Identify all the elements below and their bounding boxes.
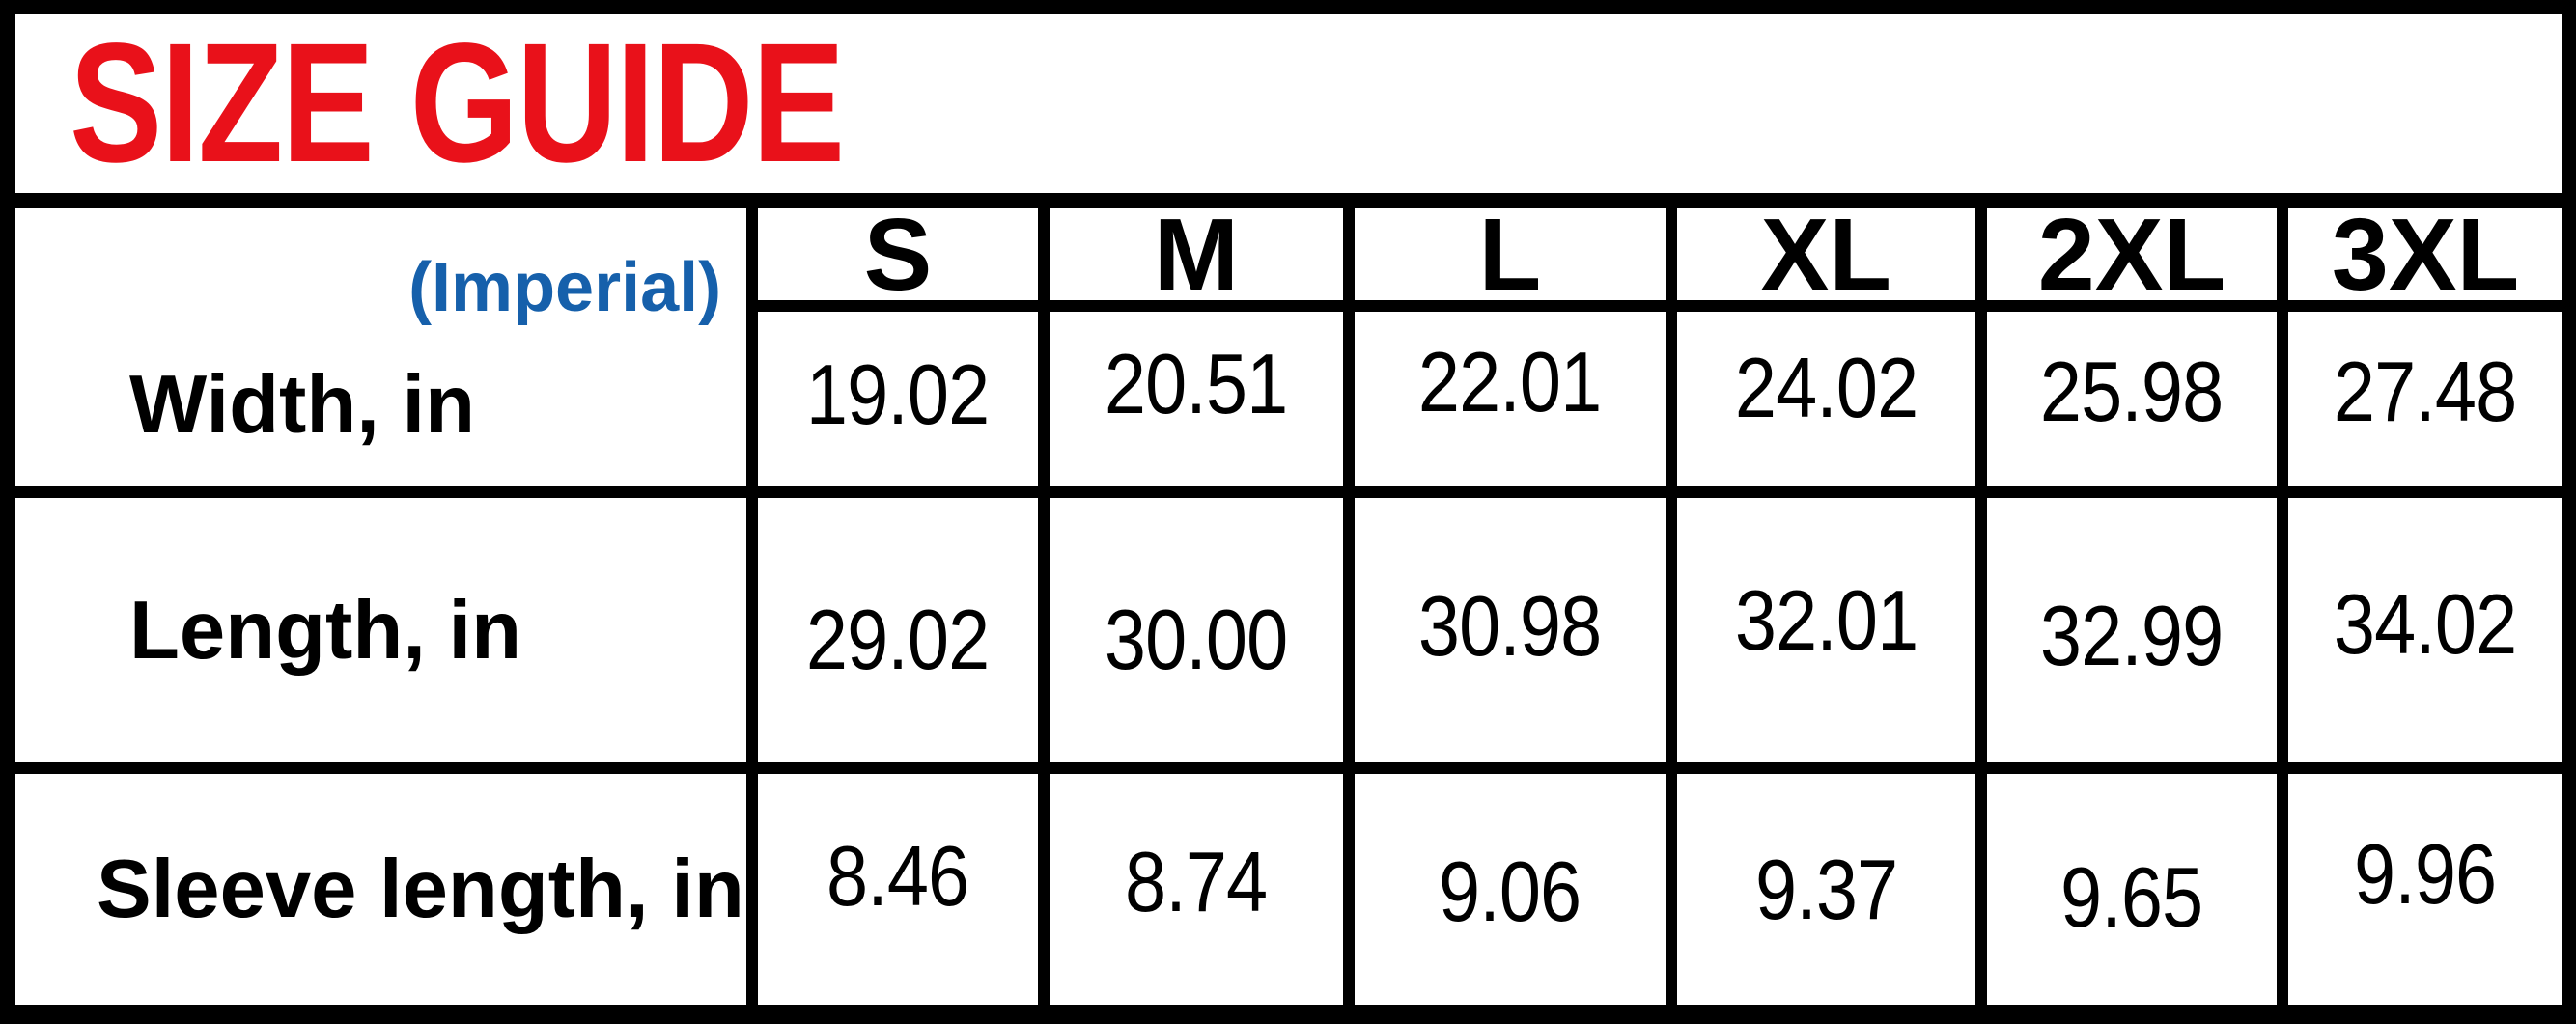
size-header-m: M	[1049, 208, 1344, 300]
width-value-l: 22.01	[1355, 312, 1666, 486]
label-column-header-cell: (Imperial) Width, in	[15, 208, 747, 486]
width-value-3xl: 27.48	[2288, 312, 2562, 486]
unit-label: (Imperial)	[408, 249, 722, 326]
length-value-2xl: 32.99	[1986, 498, 2278, 762]
length-value-m: 30.00	[1049, 498, 1344, 762]
length-value-s: 29.02	[758, 498, 1038, 762]
size-header-xl: XL	[1676, 208, 1975, 300]
length-value-3xl: 34.02	[2288, 498, 2562, 762]
sleeve-value-l: 9.06	[1355, 774, 1666, 1005]
sleeve-value-xl: 9.37	[1676, 774, 1975, 1005]
width-value-m: 20.51	[1049, 312, 1344, 486]
size-header-s: S	[758, 208, 1038, 300]
size-header-l: L	[1355, 208, 1666, 300]
row-label-length: Length, in	[15, 498, 747, 762]
title-banner: SIZE GUIDE	[15, 14, 2562, 193]
size-table: (Imperial) Width, in S M L XL 2XL 3XL 19…	[15, 208, 2562, 1005]
size-header-3xl: 3XL	[2288, 208, 2562, 300]
sleeve-value-3xl: 9.96	[2288, 774, 2562, 1005]
length-value-xl: 32.01	[1676, 498, 1975, 762]
unit-label-zone: (Imperial)	[15, 208, 746, 322]
size-header-2xl: 2XL	[1986, 208, 2278, 300]
width-value-2xl: 25.98	[1986, 312, 2278, 486]
row-label-width: Width, in	[129, 358, 476, 451]
length-value-l: 30.98	[1355, 498, 1666, 762]
size-guide-title: SIZE GUIDE	[70, 14, 845, 193]
row-label-sleeve-length: Sleeve length, in	[15, 774, 747, 1005]
sleeve-value-s: 8.46	[758, 774, 1038, 1005]
sleeve-value-m: 8.74	[1049, 774, 1344, 1005]
sleeve-value-2xl: 9.65	[1986, 774, 2278, 1005]
width-value-xl: 24.02	[1676, 312, 1975, 486]
width-value-s: 19.02	[758, 312, 1038, 486]
